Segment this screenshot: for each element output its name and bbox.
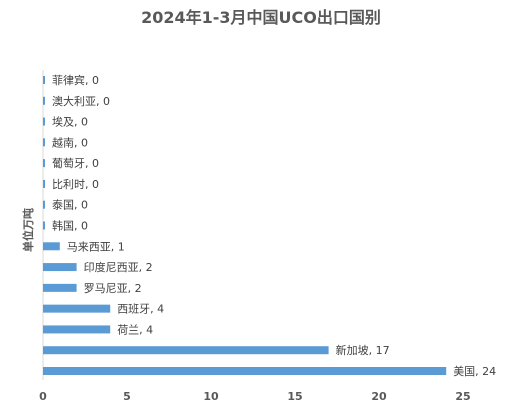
data-label-3: 荷兰, 4: [117, 323, 153, 336]
x-tick-label: 15: [287, 390, 302, 403]
data-label-1: 美国, 24: [453, 365, 496, 378]
y-axis-label: 单位万吨: [21, 208, 35, 252]
bar-2: [43, 346, 329, 355]
data-label-14: 澳大利亚, 0: [52, 94, 110, 108]
data-label-6: 印度尼西亚, 2: [84, 260, 153, 274]
x-tick-label: 0: [39, 390, 47, 403]
x-tick-label: 10: [203, 390, 219, 403]
chart-title: 2024年1-3月中国UCO出口国别: [141, 8, 381, 27]
bar-1: [43, 367, 447, 375]
data-label-11: 葡萄牙, 0: [52, 157, 99, 170]
bar-7: [43, 242, 60, 251]
bar-10: [43, 179, 45, 188]
data-label-10: 比利时, 0: [52, 178, 99, 191]
bar-14: [43, 96, 45, 105]
bar-6: [43, 263, 77, 272]
data-label-13: 埃及, 0: [52, 115, 88, 129]
data-label-7: 马来西亚, 1: [67, 240, 125, 253]
data-label-9: 泰国, 0: [52, 198, 88, 212]
x-tick-label: 5: [123, 390, 131, 403]
bar-4: [43, 304, 111, 313]
bar-11: [43, 159, 45, 168]
x-tick-label: 25: [455, 390, 470, 403]
bar-9: [43, 200, 45, 209]
bar-15: [43, 76, 45, 84]
data-label-2: 新加坡, 17: [336, 343, 390, 357]
bar-3: [43, 325, 111, 334]
bar-8: [43, 221, 45, 230]
data-label-12: 越南, 0: [52, 135, 88, 149]
x-tick-label: 20: [371, 390, 387, 403]
data-label-4: 西班牙, 4: [117, 303, 164, 316]
bar-13: [43, 117, 45, 126]
data-label-5: 罗马尼亚, 2: [84, 282, 142, 295]
data-label-15: 菲律宾, 0: [52, 73, 99, 87]
bar-12: [43, 138, 45, 147]
data-label-8: 韩国, 0: [52, 219, 88, 233]
bar-5: [43, 283, 77, 292]
